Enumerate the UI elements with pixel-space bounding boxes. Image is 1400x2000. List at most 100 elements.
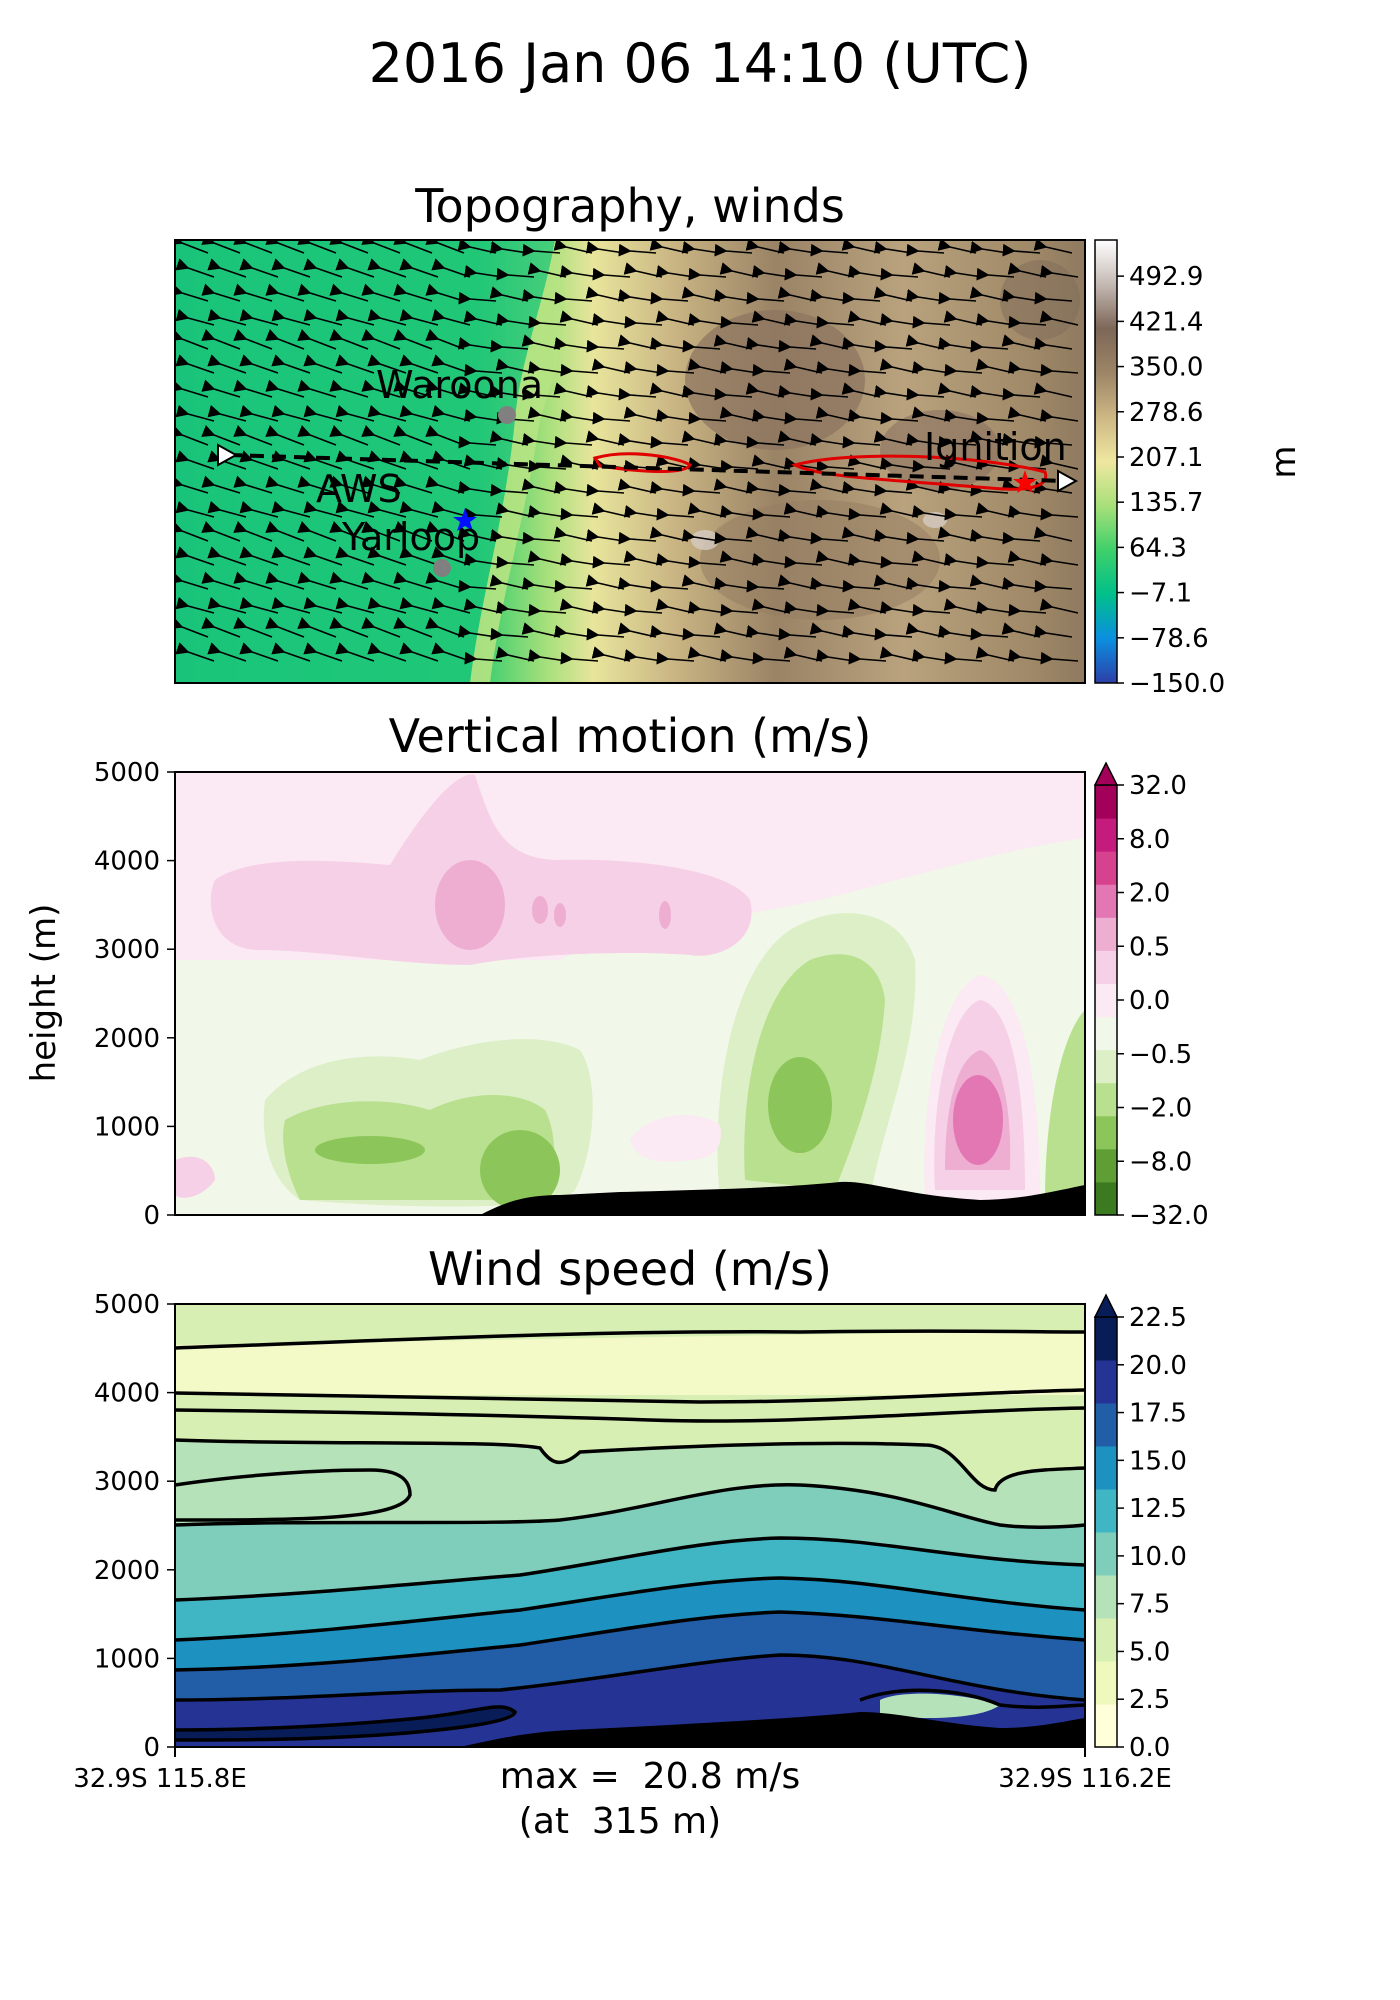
wind-arrow xyxy=(361,379,401,398)
wind-arrow xyxy=(682,483,721,497)
wind-arrow xyxy=(239,258,279,278)
colorbar-segment xyxy=(1095,1049,1117,1084)
wind-arrow xyxy=(1008,315,1047,329)
wind-arrow xyxy=(938,579,977,593)
wind-arrow xyxy=(361,425,401,446)
colorbar-segment xyxy=(1095,1704,1117,1748)
colorbar-tick-label: −7.1 xyxy=(1129,579,1192,609)
wind-arrow xyxy=(393,329,433,350)
wind-arrow xyxy=(784,411,823,425)
wind-arrow xyxy=(746,291,785,305)
wind-arrow xyxy=(175,354,215,374)
wind-arrow xyxy=(335,500,375,518)
wind-arrow xyxy=(458,579,497,593)
wind-arrow xyxy=(399,354,439,374)
wind-arrow xyxy=(175,617,209,638)
wind-arrow xyxy=(976,411,1015,425)
wind-arrow xyxy=(201,329,241,350)
wind-arrow xyxy=(393,521,433,542)
wind-arrow xyxy=(1034,435,1073,449)
y-tick-label: 4000 xyxy=(94,847,160,877)
wind-arrow xyxy=(1034,291,1073,305)
colorbar-segment xyxy=(1095,1661,1117,1705)
wind-arrow xyxy=(393,379,433,398)
wind-arrow xyxy=(1033,526,1073,542)
wind-speed-y-axis: 5000 4000 3000 2000 1000 0 xyxy=(94,1290,175,1763)
wind-arrow xyxy=(816,315,855,329)
wind-arrow xyxy=(239,308,279,326)
wind-arrow xyxy=(303,258,343,278)
colorbar-tick-label: 2.5 xyxy=(1129,1685,1170,1715)
wind-arrow xyxy=(297,240,337,254)
colorbar-extend-icon xyxy=(1093,761,1119,786)
wind-arrow xyxy=(393,617,433,638)
wind-arrow xyxy=(431,596,471,614)
wind-arrow xyxy=(880,267,919,281)
y-tick-label: 1000 xyxy=(94,1112,160,1142)
wind-arrow xyxy=(810,387,849,401)
wind-arrow xyxy=(682,627,721,641)
wind-arrow xyxy=(329,425,369,446)
colorbar-segment xyxy=(1095,818,1117,852)
wind-arrow xyxy=(361,283,401,302)
wind-arrow xyxy=(303,596,343,614)
wind-arrow xyxy=(1033,240,1073,254)
wind-arrow xyxy=(399,546,439,566)
wind-arrow xyxy=(399,596,439,614)
wind-arrow xyxy=(303,308,343,326)
wind-arrow xyxy=(265,617,305,638)
wind-arrow xyxy=(522,243,561,257)
wind-arrow xyxy=(335,354,375,374)
wind-arrow xyxy=(650,435,689,449)
wind-arrow xyxy=(361,521,401,542)
fire-front-east xyxy=(790,454,1048,491)
wind-arrow xyxy=(778,483,817,497)
wind-arrow xyxy=(271,596,311,614)
wind-arrow xyxy=(592,267,631,281)
wind-arrow xyxy=(656,507,695,521)
wind-arrow xyxy=(239,354,279,374)
wind-arrow xyxy=(297,571,337,590)
wind-arrow xyxy=(528,603,567,617)
wind-arrow xyxy=(1039,454,1079,470)
y-tick-label: 2000 xyxy=(94,1024,160,1054)
wind-arrow xyxy=(239,596,279,614)
wind-arrow xyxy=(490,627,529,641)
wind-arrows xyxy=(175,240,1079,665)
wind-arrow xyxy=(912,459,951,473)
colorbar-tick-label: 5.0 xyxy=(1129,1637,1170,1667)
wind-arrow xyxy=(714,387,753,401)
wind-arrow xyxy=(714,531,753,545)
wind-arrow xyxy=(335,404,375,422)
wind-arrow xyxy=(175,283,209,302)
wind-arrow xyxy=(207,642,247,662)
x-tick-left: 32.9S 115.8E xyxy=(73,1764,247,1794)
wind-arrow xyxy=(458,435,497,449)
wind-arrow xyxy=(303,500,343,518)
wind-arrow xyxy=(233,521,273,542)
wind-arrow xyxy=(265,329,305,350)
wind-arrow xyxy=(271,500,311,518)
y-tick-label: 1000 xyxy=(94,1644,160,1674)
y-tick-label: 0 xyxy=(143,1733,160,1763)
wind-arrow xyxy=(297,617,337,638)
wind-arrow xyxy=(560,363,599,377)
wind-arrow xyxy=(297,329,337,350)
wind-arrow xyxy=(522,387,561,401)
waroona-label: Waroona xyxy=(376,363,543,407)
wind-arrow xyxy=(784,267,823,281)
wind-arrow xyxy=(1034,579,1073,593)
y-tick-label: 3000 xyxy=(94,1467,160,1497)
wind-arrow xyxy=(207,354,247,374)
wind-arrow xyxy=(233,617,273,638)
wind-arrow xyxy=(367,546,407,566)
wind-arrow xyxy=(367,500,407,518)
height-axis-label: height (m) xyxy=(24,904,64,1083)
wind-arrow xyxy=(554,291,593,305)
wind-arrow xyxy=(265,425,305,446)
colorbar-segment xyxy=(1095,950,1117,984)
wind-arrow xyxy=(618,531,657,545)
wind-arrow xyxy=(265,283,305,302)
wind-arrow xyxy=(586,627,625,641)
wind-arrow xyxy=(656,651,695,665)
